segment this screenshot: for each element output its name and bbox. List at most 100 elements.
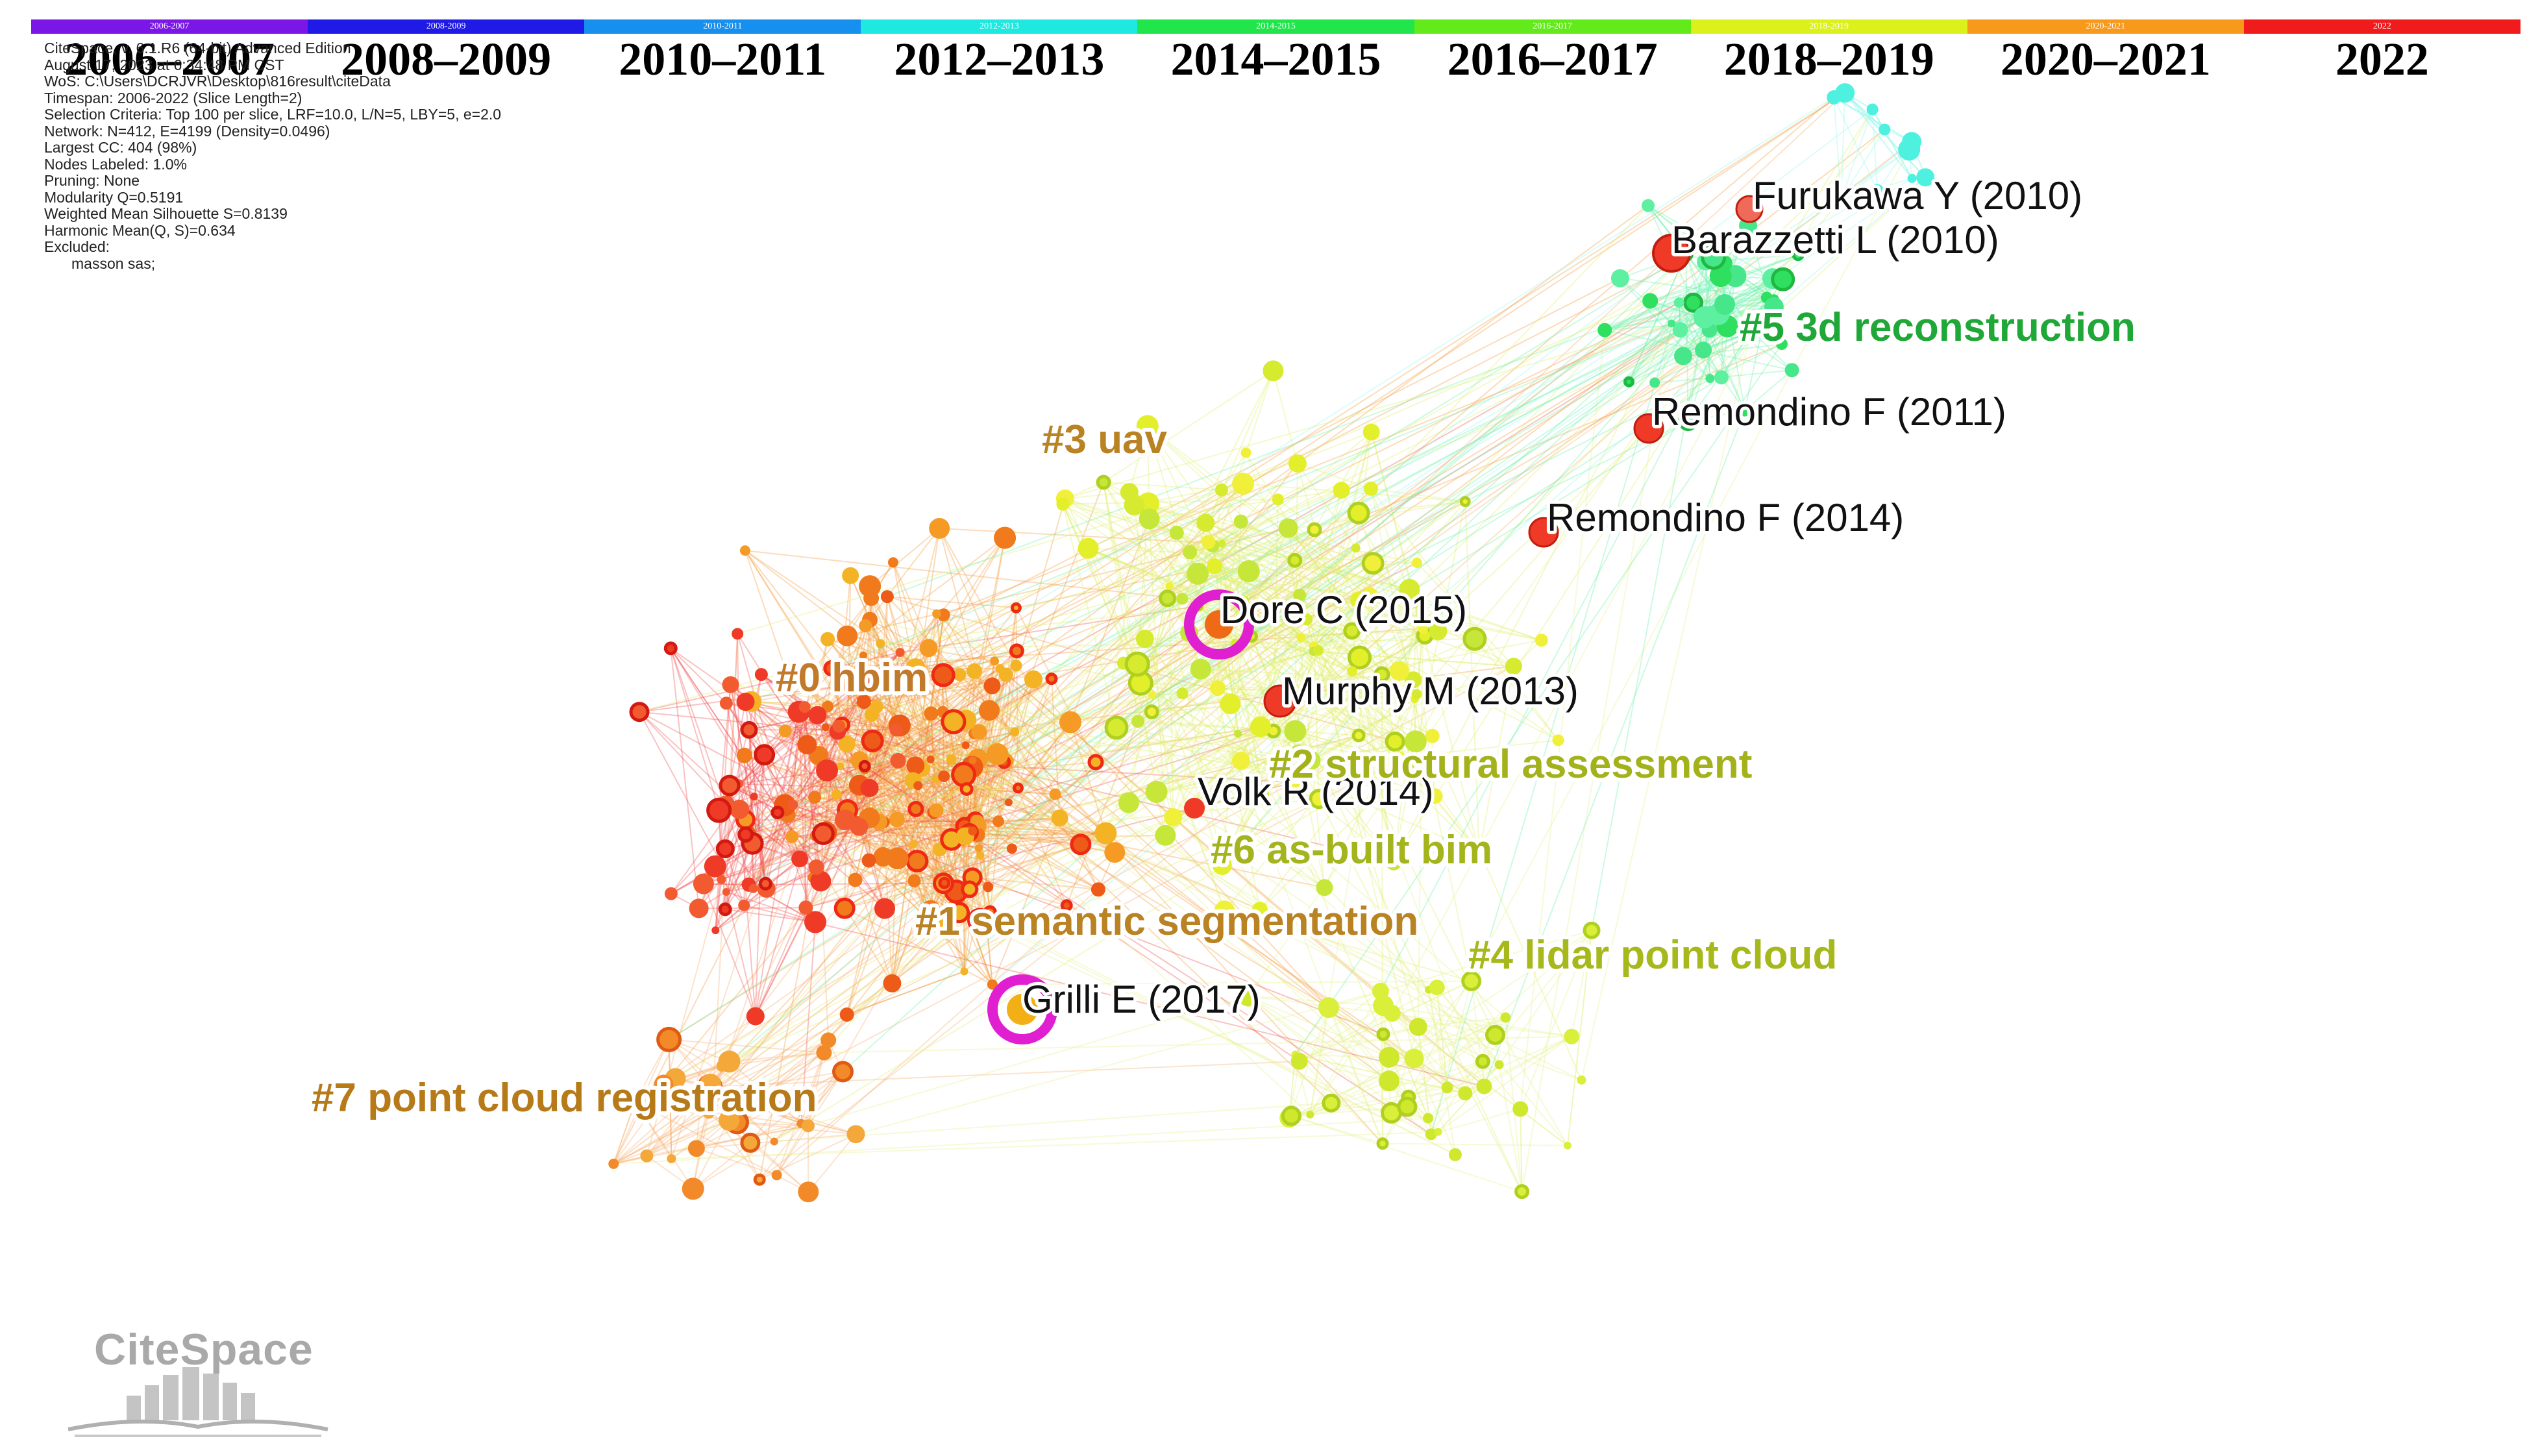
network-node[interactable] <box>941 709 967 735</box>
network-node[interactable] <box>906 756 925 775</box>
network-node[interactable] <box>1234 730 1242 738</box>
network-node[interactable] <box>968 756 977 765</box>
network-node[interactable] <box>1350 591 1368 609</box>
network-node[interactable] <box>1505 658 1522 675</box>
network-node[interactable] <box>758 876 772 891</box>
network-node[interactable] <box>640 1149 654 1163</box>
network-node[interactable] <box>1705 374 1715 383</box>
network-node[interactable] <box>839 1007 854 1022</box>
network-node[interactable] <box>1333 482 1350 499</box>
network-node[interactable] <box>1278 518 1298 538</box>
network-node[interactable] <box>1135 630 1154 648</box>
network-node[interactable] <box>753 1173 766 1186</box>
network-node[interactable] <box>1597 323 1612 338</box>
network-node[interactable] <box>667 1154 676 1163</box>
network-node[interactable] <box>716 1060 728 1072</box>
network-node[interactable] <box>861 729 884 752</box>
network-node[interactable] <box>1379 1070 1399 1092</box>
network-node[interactable] <box>1672 322 1688 338</box>
network-node[interactable] <box>1232 473 1254 495</box>
network-node[interactable] <box>656 1026 682 1052</box>
network-node[interactable] <box>886 847 909 870</box>
network-node[interactable] <box>1512 1101 1529 1117</box>
network-node[interactable] <box>1385 853 1403 870</box>
network-node[interactable] <box>1404 1048 1424 1068</box>
network-node[interactable] <box>1462 626 1487 651</box>
network-node[interactable] <box>859 575 881 598</box>
network-node[interactable] <box>992 815 1004 828</box>
network-node[interactable] <box>1485 1024 1505 1045</box>
network-node[interactable] <box>1045 672 1058 685</box>
network-node[interactable] <box>1231 752 1250 770</box>
network-node[interactable] <box>1233 514 1248 529</box>
network-node[interactable] <box>860 779 879 797</box>
network-node[interactable] <box>907 874 921 887</box>
network-node[interactable] <box>821 723 830 732</box>
network-node[interactable] <box>1476 1078 1492 1094</box>
network-node[interactable] <box>664 887 678 900</box>
network-node[interactable] <box>1411 689 1422 700</box>
network-node[interactable] <box>1379 1046 1399 1068</box>
network-node[interactable] <box>1409 1018 1427 1036</box>
network-node[interactable] <box>1907 173 1917 183</box>
network-node[interactable] <box>719 774 741 796</box>
network-node[interactable] <box>968 826 978 836</box>
network-node[interactable] <box>1118 792 1139 813</box>
network-node[interactable] <box>699 1074 722 1096</box>
network-node[interactable] <box>785 830 798 843</box>
network-node[interactable] <box>1271 765 1283 776</box>
network-node[interactable] <box>1120 483 1139 502</box>
network-node[interactable] <box>711 926 720 935</box>
node-dore[interactable] <box>1184 589 1254 660</box>
network-node[interactable] <box>888 557 898 568</box>
network-node[interactable] <box>906 658 926 678</box>
network-node[interactable] <box>1434 1128 1442 1136</box>
network-node[interactable] <box>629 702 650 722</box>
network-node[interactable] <box>1866 103 1879 116</box>
network-node[interactable] <box>1159 589 1177 608</box>
network-node[interactable] <box>880 590 894 604</box>
network-node[interactable] <box>1296 633 1306 643</box>
network-node[interactable] <box>719 1110 740 1131</box>
network-node[interactable] <box>1183 545 1198 560</box>
network-node[interactable] <box>798 900 813 915</box>
network-node[interactable] <box>778 724 792 738</box>
network-node[interactable] <box>1190 658 1211 680</box>
network-node[interactable] <box>1441 1081 1453 1094</box>
network-node[interactable] <box>1425 1128 1437 1141</box>
network-node[interactable] <box>1009 643 1024 659</box>
network-node[interactable] <box>1776 338 1788 351</box>
network-node[interactable] <box>689 898 709 919</box>
network-node[interactable] <box>837 625 858 647</box>
network-node[interactable] <box>836 762 844 771</box>
network-node[interactable] <box>1164 808 1183 826</box>
network-node[interactable] <box>1214 900 1235 922</box>
network-node[interactable] <box>1013 782 1024 794</box>
network-node[interactable] <box>1006 843 1017 854</box>
network-node[interactable] <box>1049 788 1061 800</box>
network-node[interactable] <box>895 648 905 658</box>
network-node[interactable] <box>1207 558 1223 574</box>
network-node[interactable] <box>1201 535 1216 550</box>
network-node[interactable] <box>1087 754 1104 771</box>
network-node[interactable] <box>746 1007 765 1026</box>
network-node[interactable] <box>976 851 985 859</box>
network-node[interactable] <box>938 770 950 782</box>
network-node[interactable] <box>1059 711 1081 734</box>
network-node[interactable] <box>706 797 732 823</box>
network-node[interactable] <box>874 898 895 919</box>
network-node[interactable] <box>1347 501 1370 524</box>
network-node[interactable] <box>1124 651 1150 677</box>
network-node[interactable] <box>732 628 744 640</box>
network-node[interactable] <box>750 793 758 801</box>
network-node[interactable] <box>983 882 994 893</box>
network-node[interactable] <box>1683 292 1704 313</box>
network-node[interactable] <box>770 1137 778 1146</box>
network-node[interactable] <box>1287 776 1301 789</box>
network-node[interactable] <box>1374 666 1390 683</box>
network-node[interactable] <box>858 759 871 772</box>
network-node[interactable] <box>1024 670 1042 689</box>
network-node[interactable] <box>929 803 944 818</box>
network-node[interactable] <box>1427 788 1443 804</box>
network-node[interactable] <box>1301 750 1321 771</box>
